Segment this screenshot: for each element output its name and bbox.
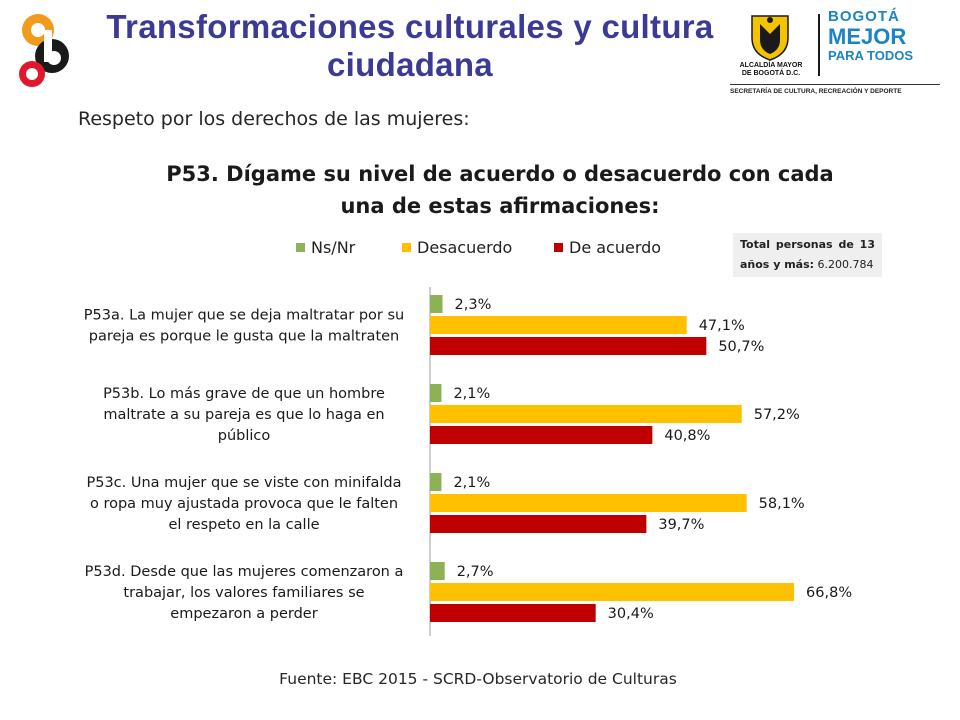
legend-item-desacuerdo: Desacuerdo xyxy=(402,238,512,257)
legend-swatch-acuerdo xyxy=(554,243,563,252)
data-label-ns: 2,3% xyxy=(455,297,492,313)
section-subtitle: Respeto por los derechos de las mujeres: xyxy=(78,108,470,130)
bar-acuerdo xyxy=(430,604,596,622)
category-label-line: P53a. La mujer que se deja maltratar por… xyxy=(84,308,404,324)
data-label-ns: 2,1% xyxy=(453,386,490,402)
data-label-acuerdo: 30,4% xyxy=(608,606,654,622)
bar-desacuerdo xyxy=(430,405,742,423)
culture-logo xyxy=(19,14,69,87)
category-label: P53d. Desde que las mujeres comenzaron a… xyxy=(85,564,404,622)
category-label-line: P53d. Desde que las mujeres comenzaron a xyxy=(85,564,404,580)
legend-item-ns: Ns/Nr xyxy=(296,238,355,257)
category-label-line: maltrate a su pareja es que lo haga en xyxy=(103,407,384,423)
page-title-line1: Transformaciones culturales y cultura xyxy=(106,8,714,45)
logo-rule xyxy=(730,84,940,85)
category-label-line: pareja es porque le gusta que la maltrat… xyxy=(89,329,399,345)
total-value: 6.200.784 xyxy=(817,258,874,271)
category-label: P53b. Lo más grave de que un hombre maltr… xyxy=(103,386,385,444)
bar-ns xyxy=(430,384,442,402)
bogota-logo: ALCALDÍA MAYOR DE BOGOTÁ D.C. BOGOTÁ MEJ… xyxy=(722,8,952,96)
category-label-line: público xyxy=(218,428,271,444)
chart-title: P53. Dígame su nivel de acuerdo o desacu… xyxy=(130,158,870,222)
page-title-line2: ciudadana xyxy=(327,46,493,83)
logo-divider xyxy=(818,14,820,76)
bogota-brand: BOGOTÁ MEJOR PARA TODOS xyxy=(828,8,913,63)
category-label-line: trabajar, los valores familiares se xyxy=(123,585,364,601)
data-label-acuerdo: 50,7% xyxy=(718,339,764,355)
data-label-desacuerdo: 66,8% xyxy=(806,585,852,601)
bar-acuerdo xyxy=(430,515,647,533)
page-title: Transformaciones culturales y cultura ci… xyxy=(60,8,760,84)
bar-acuerdo xyxy=(430,337,707,355)
chart-title-line1: P53. Dígame su nivel de acuerdo o desacu… xyxy=(166,162,834,186)
data-label-ns: 2,1% xyxy=(453,475,490,491)
data-label-desacuerdo: 57,2% xyxy=(754,407,800,423)
category-label-line: o ropa muy ajustada provoca que le falte… xyxy=(90,496,398,512)
category-label-line: P53c. Una mujer que se viste con minifal… xyxy=(86,475,401,491)
data-label-acuerdo: 39,7% xyxy=(658,517,704,533)
bar-ns xyxy=(430,295,443,313)
bar-ns xyxy=(430,473,442,491)
legend-swatch-ns xyxy=(296,243,305,252)
alcaldia-text: ALCALDÍA MAYOR DE BOGOTÁ D.C. xyxy=(739,62,803,77)
secretaria-text: SECRETARÍA DE CULTURA, RECREACIÓN Y DEPO… xyxy=(730,88,902,95)
category-label-line: empezaron a perder xyxy=(170,606,317,622)
category-label-line: P53b. Lo más grave de que un hombre xyxy=(103,386,385,402)
data-label-desacuerdo: 47,1% xyxy=(699,318,745,334)
data-label-acuerdo: 40,8% xyxy=(664,428,710,444)
legend-swatch-desacuerdo xyxy=(402,243,411,252)
chart-title-line2: una de estas afirmaciones: xyxy=(340,194,660,218)
category-label-line: el respeto en la calle xyxy=(168,517,319,533)
bar-desacuerdo xyxy=(430,494,747,512)
bar-acuerdo xyxy=(430,426,653,444)
source-note: Fuente: EBC 2015 - SCRD-Observatorio de … xyxy=(279,670,677,688)
category-label: P53c. Una mujer que se viste con minifal… xyxy=(86,475,401,533)
bar-ns xyxy=(430,562,445,580)
data-label-ns: 2,7% xyxy=(457,564,494,580)
bar-desacuerdo xyxy=(430,316,687,334)
legend-item-acuerdo: De acuerdo xyxy=(554,238,661,257)
crest-icon xyxy=(751,15,789,61)
category-label: P53a. La mujer que se deja maltratar por… xyxy=(84,308,404,345)
total-box: Total personas de 13 años y más: 6.200.7… xyxy=(733,233,882,277)
data-label-desacuerdo: 58,1% xyxy=(759,496,805,512)
bar-desacuerdo xyxy=(430,583,795,601)
total-label: Total personas de 13 años y más: xyxy=(740,238,875,271)
